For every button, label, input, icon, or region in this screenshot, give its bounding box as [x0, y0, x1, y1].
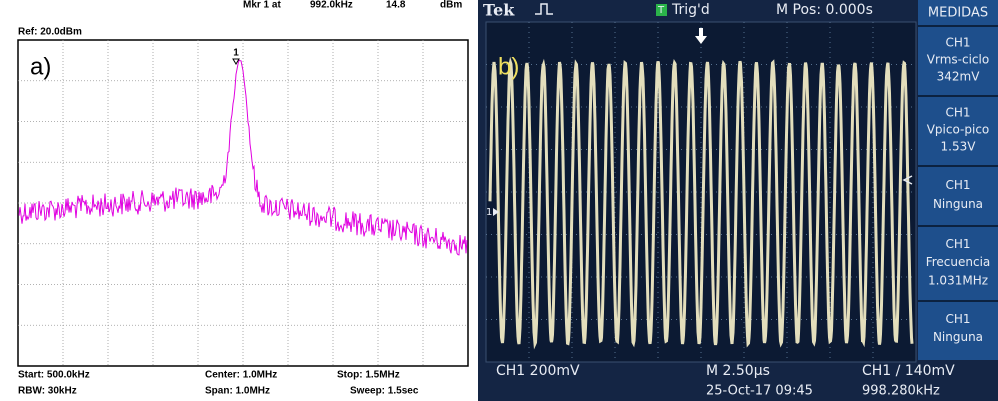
trigger-icon: T: [657, 5, 665, 16]
footer-sweep: Sweep: 1.5sec: [350, 386, 419, 397]
menu-value: 1.031MHz: [928, 273, 988, 287]
channel-arrow: [493, 208, 499, 216]
menu-title: MEDIDAS: [928, 6, 988, 21]
menu-name: Ninguna: [933, 197, 983, 211]
ref-level: Ref: 20.0dBm: [18, 27, 82, 38]
marker-freq: 992.0kHz: [310, 0, 353, 11]
panel-label: b): [498, 53, 519, 80]
menu-name: Frecuencia: [926, 255, 991, 269]
spectrum-trace: [18, 59, 468, 256]
footer-stop: Stop: 1.5MHz: [337, 370, 400, 381]
menu-channel: CH1: [945, 36, 970, 50]
panel-label: a): [30, 53, 51, 80]
trigger-pos-arrow: [695, 28, 707, 44]
trigger-level-arrow: [902, 175, 913, 185]
marker-label: Mkr 1 at: [243, 0, 281, 11]
menu-channel: CH1: [945, 312, 970, 326]
menu-name: Ninguna: [933, 330, 983, 344]
acq-icon: [535, 3, 553, 15]
position: M Pos: 0.000s: [776, 2, 873, 18]
menu-name: Vpico-pico: [927, 123, 990, 137]
frequency-counter: 998.280kHz: [862, 384, 940, 399]
channel-marker: 1: [486, 207, 492, 218]
footer-center: Center: 1.0MHz: [205, 370, 277, 381]
marker-icon: [232, 58, 240, 65]
menu-value: 1.53V: [941, 140, 977, 154]
marker-level: 14.8: [386, 0, 406, 11]
date: 25-Oct-17 09:45: [706, 384, 813, 399]
brand: Tek: [483, 1, 515, 20]
marker-number: 1: [233, 48, 239, 59]
timebase: M 2.50µs: [706, 363, 770, 379]
footer-start: Start: 500.0kHz: [18, 370, 90, 381]
trigger-state: Trig'd: [671, 2, 710, 18]
trigger-setting: CH1 ∕ 140mV: [862, 363, 955, 379]
footer-span: Span: 1.0MHz: [205, 386, 270, 397]
footer-rbw: RBW: 30kHz: [18, 386, 77, 397]
menu-name: Vrms-ciclo: [927, 53, 989, 67]
menu-channel: CH1: [945, 178, 970, 192]
trigger-badge: [656, 4, 667, 16]
menu-channel: CH1: [945, 106, 970, 120]
menu-items: CH1 Vrms-ciclo 342mV CH1 Vpico-pico 1.53V CH1 N…: [918, 25, 998, 344]
menu-channel: CH1: [945, 237, 970, 251]
channel-scale: CH1 200mV: [496, 363, 580, 379]
menu-value: 342mV: [937, 70, 981, 84]
marker-unit: dBm: [440, 0, 462, 11]
waveform: [488, 56, 914, 350]
